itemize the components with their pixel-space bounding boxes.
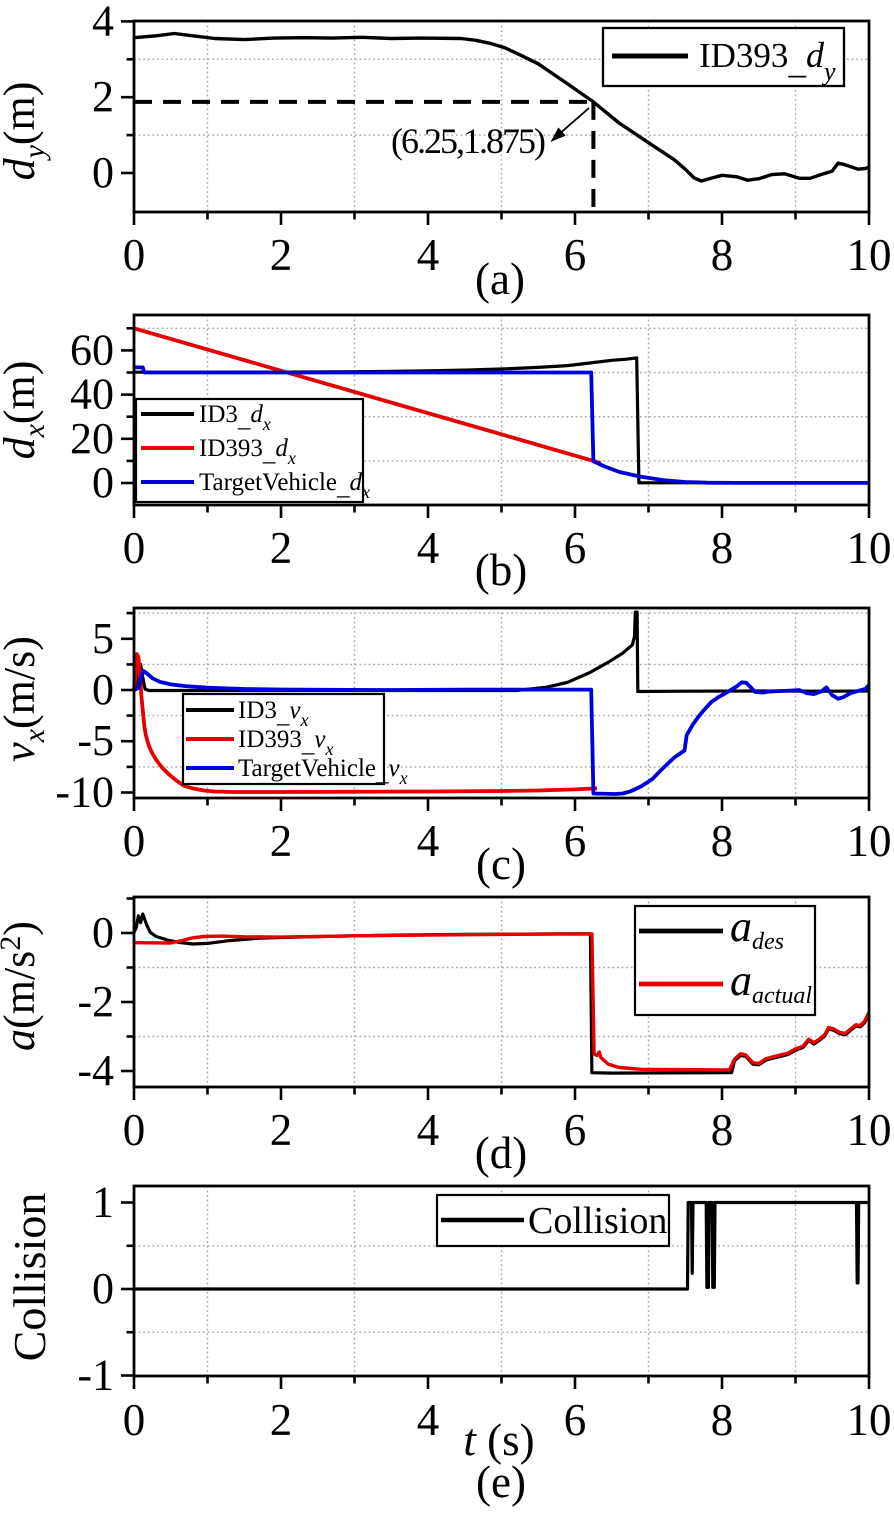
svg-text:Collision: Collision xyxy=(528,1200,667,1242)
svg-text:10: 10 xyxy=(847,1105,892,1155)
svg-text:8: 8 xyxy=(711,816,734,866)
svg-text:10: 10 xyxy=(847,230,892,280)
svg-text:Collision: Collision xyxy=(4,1193,55,1362)
svg-text:4: 4 xyxy=(417,1105,440,1155)
svg-text:8: 8 xyxy=(711,1395,734,1445)
svg-text:0: 0 xyxy=(123,230,146,280)
svg-text:2: 2 xyxy=(270,1395,293,1445)
svg-text:6: 6 xyxy=(564,523,587,573)
svg-text:8: 8 xyxy=(711,523,734,573)
svg-text:6: 6 xyxy=(564,1395,587,1445)
svg-text:0: 0 xyxy=(92,1264,114,1313)
svg-text:(d): (d) xyxy=(475,1128,527,1178)
svg-text:6: 6 xyxy=(564,230,587,280)
svg-text:-2: -2 xyxy=(77,977,114,1026)
svg-text:(a): (a) xyxy=(475,254,525,304)
svg-text:dx(m): dx(m) xyxy=(0,361,51,460)
svg-text:60: 60 xyxy=(70,325,114,374)
svg-text:(b): (b) xyxy=(475,545,527,595)
svg-text:-5: -5 xyxy=(77,716,114,765)
svg-text:2: 2 xyxy=(270,1105,293,1155)
svg-text:8: 8 xyxy=(711,1105,734,1155)
svg-text:6: 6 xyxy=(564,816,587,866)
svg-text:4: 4 xyxy=(417,816,440,866)
svg-text:-10: -10 xyxy=(55,768,114,817)
svg-text:0: 0 xyxy=(123,523,146,573)
svg-text:(c): (c) xyxy=(476,839,526,889)
svg-text:6: 6 xyxy=(564,1105,587,1155)
svg-text:4: 4 xyxy=(417,1395,440,1445)
svg-text:1: 1 xyxy=(92,1178,114,1227)
svg-text:vx(m/s): vx(m/s) xyxy=(0,636,51,762)
svg-text:5: 5 xyxy=(92,614,114,663)
svg-text:(6.25,1.875): (6.25,1.875) xyxy=(391,121,545,161)
svg-text:0: 0 xyxy=(92,148,114,197)
svg-text:0: 0 xyxy=(92,458,114,507)
svg-text:4: 4 xyxy=(417,523,440,573)
svg-text:10: 10 xyxy=(847,816,892,866)
svg-text:40: 40 xyxy=(70,370,114,419)
svg-text:(e): (e) xyxy=(476,1457,526,1507)
svg-text:-4: -4 xyxy=(77,1046,114,1095)
svg-text:4: 4 xyxy=(92,0,114,45)
svg-text:0: 0 xyxy=(123,1105,146,1155)
svg-text:aactual: aactual xyxy=(730,956,812,1009)
svg-text:10: 10 xyxy=(847,523,892,573)
svg-text:-1: -1 xyxy=(77,1351,114,1400)
svg-text:20: 20 xyxy=(70,414,114,463)
svg-text:2: 2 xyxy=(270,816,293,866)
svg-text:0: 0 xyxy=(92,908,114,957)
svg-text:2: 2 xyxy=(270,523,293,573)
svg-text:t (s): t (s) xyxy=(463,1415,534,1465)
svg-text:dy(m): dy(m) xyxy=(0,82,51,181)
svg-text:8: 8 xyxy=(711,230,734,280)
svg-text:0: 0 xyxy=(123,816,146,866)
svg-text:2: 2 xyxy=(270,230,293,280)
svg-text:0: 0 xyxy=(123,1395,146,1445)
svg-text:4: 4 xyxy=(417,230,440,280)
svg-text:10: 10 xyxy=(847,1395,892,1445)
svg-text:2: 2 xyxy=(92,72,114,121)
svg-text:0: 0 xyxy=(92,665,114,714)
